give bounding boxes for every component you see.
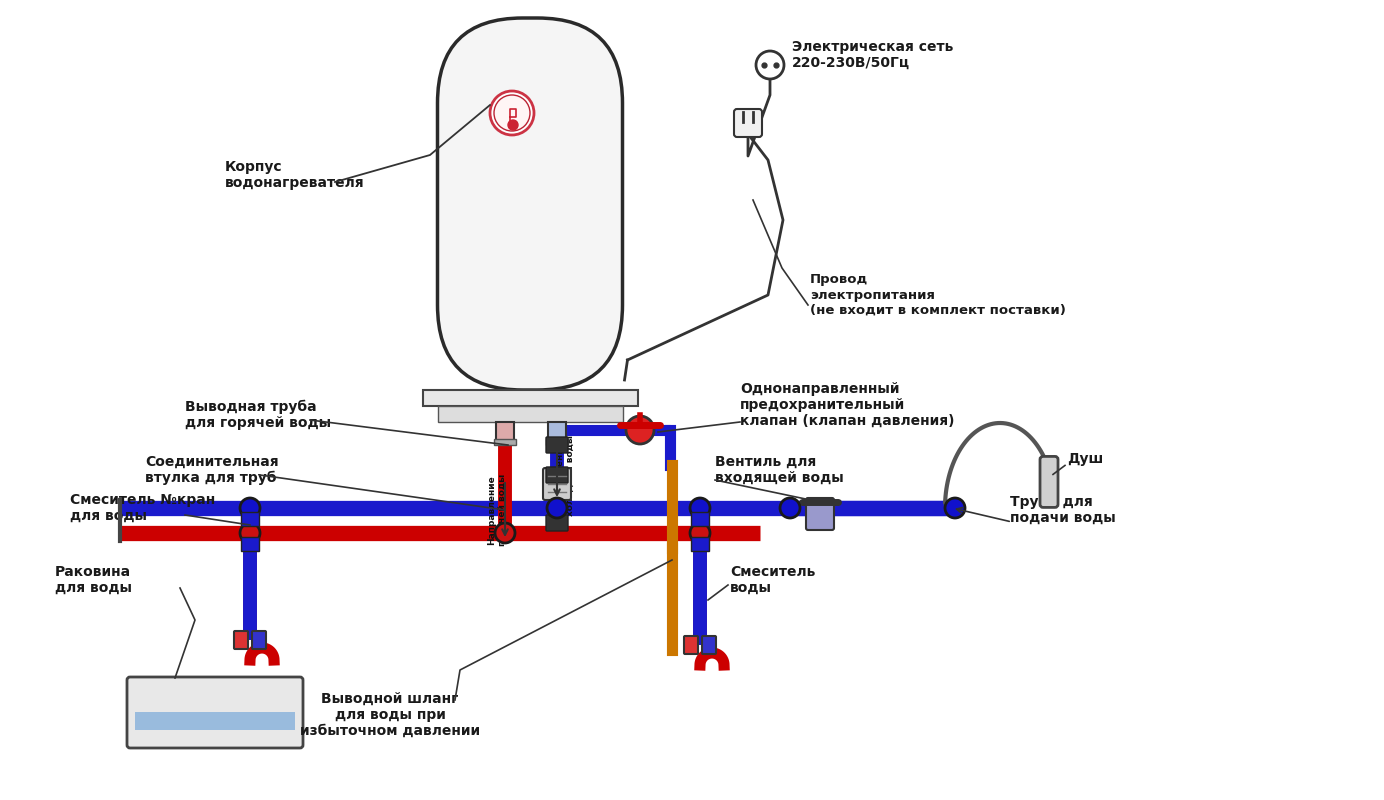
Bar <box>494 439 516 445</box>
Text: Раковина
для воды: Раковина для воды <box>55 565 131 595</box>
Bar <box>136 712 295 730</box>
Text: Вентиль для
входящей воды: Вентиль для входящей воды <box>716 455 844 485</box>
Text: Выводной шланг
для воды при
избыточном давлении: Выводной шланг для воды при избыточном д… <box>300 692 480 738</box>
Circle shape <box>756 51 783 79</box>
FancyBboxPatch shape <box>547 467 567 483</box>
Circle shape <box>494 95 530 131</box>
Circle shape <box>626 416 655 444</box>
Circle shape <box>239 523 260 543</box>
FancyBboxPatch shape <box>702 636 716 654</box>
Text: Выводная труба
для горячей воды: Выводная труба для горячей воды <box>185 400 331 430</box>
Circle shape <box>490 91 534 135</box>
Text: Соединительная
втулка для труб: Соединительная втулка для труб <box>145 454 278 486</box>
FancyBboxPatch shape <box>684 636 698 654</box>
FancyBboxPatch shape <box>547 437 567 453</box>
FancyBboxPatch shape <box>437 18 623 390</box>
Text: Смеситель
воды: Смеситель воды <box>729 565 815 595</box>
FancyBboxPatch shape <box>734 109 763 137</box>
Circle shape <box>781 498 800 518</box>
Circle shape <box>691 523 710 543</box>
Circle shape <box>508 120 518 130</box>
FancyBboxPatch shape <box>1039 457 1057 507</box>
FancyBboxPatch shape <box>127 677 303 748</box>
FancyBboxPatch shape <box>691 537 709 551</box>
FancyBboxPatch shape <box>241 537 259 551</box>
Text: Однонаправленный
предохранительный
клапан (клапан давления): Однонаправленный предохранительный клапа… <box>740 382 955 428</box>
Circle shape <box>945 498 965 518</box>
Text: Смеситель №кран
для воды: Смеситель №кран для воды <box>71 493 216 523</box>
Text: Провод
электропитания
(не входит в комплект поставки): Провод электропитания (не входит в компл… <box>810 274 1066 317</box>
Text: Душ: Душ <box>1067 453 1103 466</box>
FancyBboxPatch shape <box>805 498 835 530</box>
Circle shape <box>691 498 710 518</box>
FancyBboxPatch shape <box>495 422 513 442</box>
FancyBboxPatch shape <box>547 515 567 531</box>
Circle shape <box>495 523 515 543</box>
FancyBboxPatch shape <box>252 631 266 649</box>
Text: Электрическая сеть
220-230В/50Гц: Электрическая сеть 220-230В/50Гц <box>792 40 954 70</box>
FancyBboxPatch shape <box>234 631 248 649</box>
FancyBboxPatch shape <box>422 390 638 406</box>
Circle shape <box>547 498 567 518</box>
FancyBboxPatch shape <box>241 512 259 526</box>
FancyBboxPatch shape <box>548 422 566 442</box>
FancyBboxPatch shape <box>437 406 623 422</box>
Text: Направление
горячей воды: Направление горячей воды <box>487 474 507 546</box>
FancyBboxPatch shape <box>691 512 709 526</box>
Text: Направление
холодной воды: Направление холодной воды <box>555 434 574 515</box>
Circle shape <box>239 498 260 518</box>
Bar <box>547 439 567 445</box>
FancyBboxPatch shape <box>543 468 572 500</box>
Text: Труба для
подачи воды: Труба для подачи воды <box>1010 494 1116 526</box>
Text: Корпус
водонагревателя: Корпус водонагревателя <box>226 160 364 190</box>
